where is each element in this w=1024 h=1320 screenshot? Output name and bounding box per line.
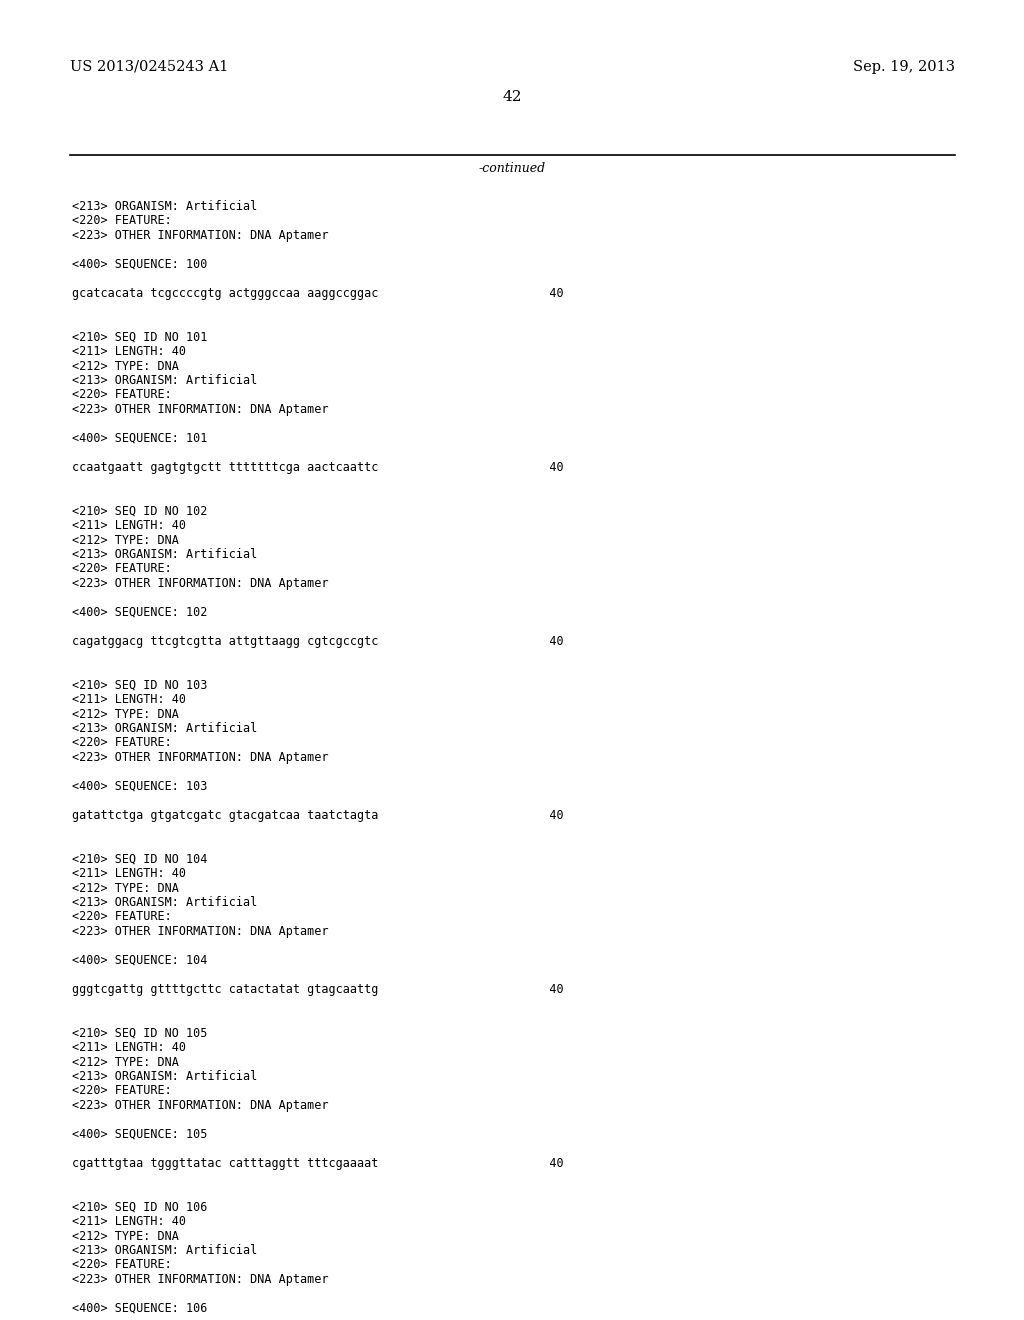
Text: -continued: -continued <box>478 162 546 176</box>
Text: <220> FEATURE:: <220> FEATURE: <box>72 388 172 401</box>
Text: <213> ORGANISM: Artificial: <213> ORGANISM: Artificial <box>72 722 257 735</box>
Text: <210> SEQ ID NO 102: <210> SEQ ID NO 102 <box>72 504 208 517</box>
Text: gggtcgattg gttttgcttc catactatat gtagcaattg                        40: gggtcgattg gttttgcttc catactatat gtagcaa… <box>72 983 563 997</box>
Text: <213> ORGANISM: Artificial: <213> ORGANISM: Artificial <box>72 1243 257 1257</box>
Text: cgatttgtaa tgggttatac catttaggtt tttcgaaaat                        40: cgatttgtaa tgggttatac catttaggtt tttcgaa… <box>72 1158 563 1170</box>
Text: <211> LENGTH: 40: <211> LENGTH: 40 <box>72 1041 186 1053</box>
Text: <400> SEQUENCE: 102: <400> SEQUENCE: 102 <box>72 606 208 619</box>
Text: gatattctga gtgatcgatc gtacgatcaa taatctagta                        40: gatattctga gtgatcgatc gtacgatcaa taatcta… <box>72 809 563 822</box>
Text: <400> SEQUENCE: 103: <400> SEQUENCE: 103 <box>72 780 208 793</box>
Text: <210> SEQ ID NO 104: <210> SEQ ID NO 104 <box>72 853 208 866</box>
Text: <223> OTHER INFORMATION: DNA Aptamer: <223> OTHER INFORMATION: DNA Aptamer <box>72 1272 329 1286</box>
Text: <213> ORGANISM: Artificial: <213> ORGANISM: Artificial <box>72 548 257 561</box>
Text: <212> TYPE: DNA: <212> TYPE: DNA <box>72 533 179 546</box>
Text: <211> LENGTH: 40: <211> LENGTH: 40 <box>72 345 186 358</box>
Text: <220> FEATURE:: <220> FEATURE: <box>72 737 172 750</box>
Text: <211> LENGTH: 40: <211> LENGTH: 40 <box>72 693 186 706</box>
Text: cagatggacg ttcgtcgtta attgttaagg cgtcgccgtc                        40: cagatggacg ttcgtcgtta attgttaagg cgtcgcc… <box>72 635 563 648</box>
Text: <213> ORGANISM: Artificial: <213> ORGANISM: Artificial <box>72 1071 257 1082</box>
Text: <400> SEQUENCE: 106: <400> SEQUENCE: 106 <box>72 1302 208 1315</box>
Text: <211> LENGTH: 40: <211> LENGTH: 40 <box>72 867 186 880</box>
Text: <223> OTHER INFORMATION: DNA Aptamer: <223> OTHER INFORMATION: DNA Aptamer <box>72 403 329 416</box>
Text: <220> FEATURE:: <220> FEATURE: <box>72 1085 172 1097</box>
Text: <210> SEQ ID NO 103: <210> SEQ ID NO 103 <box>72 678 208 692</box>
Text: 42: 42 <box>502 90 522 104</box>
Text: Sep. 19, 2013: Sep. 19, 2013 <box>853 59 955 74</box>
Text: <212> TYPE: DNA: <212> TYPE: DNA <box>72 1229 179 1242</box>
Text: <211> LENGTH: 40: <211> LENGTH: 40 <box>72 519 186 532</box>
Text: <212> TYPE: DNA: <212> TYPE: DNA <box>72 882 179 895</box>
Text: <223> OTHER INFORMATION: DNA Aptamer: <223> OTHER INFORMATION: DNA Aptamer <box>72 1100 329 1111</box>
Text: <211> LENGTH: 40: <211> LENGTH: 40 <box>72 1214 186 1228</box>
Text: US 2013/0245243 A1: US 2013/0245243 A1 <box>70 59 228 74</box>
Text: <220> FEATURE:: <220> FEATURE: <box>72 214 172 227</box>
Text: <213> ORGANISM: Artificial: <213> ORGANISM: Artificial <box>72 201 257 213</box>
Text: <223> OTHER INFORMATION: DNA Aptamer: <223> OTHER INFORMATION: DNA Aptamer <box>72 751 329 764</box>
Text: <223> OTHER INFORMATION: DNA Aptamer: <223> OTHER INFORMATION: DNA Aptamer <box>72 925 329 939</box>
Text: <220> FEATURE:: <220> FEATURE: <box>72 562 172 576</box>
Text: <400> SEQUENCE: 100: <400> SEQUENCE: 100 <box>72 257 208 271</box>
Text: <400> SEQUENCE: 101: <400> SEQUENCE: 101 <box>72 432 208 445</box>
Text: gcatcacata tcgccccgtg actgggccaa aaggccggac                        40: gcatcacata tcgccccgtg actgggccaa aaggccg… <box>72 286 563 300</box>
Text: <210> SEQ ID NO 105: <210> SEQ ID NO 105 <box>72 1027 208 1040</box>
Text: <400> SEQUENCE: 105: <400> SEQUENCE: 105 <box>72 1129 208 1140</box>
Text: <223> OTHER INFORMATION: DNA Aptamer: <223> OTHER INFORMATION: DNA Aptamer <box>72 577 329 590</box>
Text: <210> SEQ ID NO 106: <210> SEQ ID NO 106 <box>72 1200 208 1213</box>
Text: <212> TYPE: DNA: <212> TYPE: DNA <box>72 708 179 721</box>
Text: <220> FEATURE:: <220> FEATURE: <box>72 911 172 924</box>
Text: <400> SEQUENCE: 104: <400> SEQUENCE: 104 <box>72 954 208 968</box>
Text: <213> ORGANISM: Artificial: <213> ORGANISM: Artificial <box>72 374 257 387</box>
Text: <223> OTHER INFORMATION: DNA Aptamer: <223> OTHER INFORMATION: DNA Aptamer <box>72 228 329 242</box>
Text: <212> TYPE: DNA: <212> TYPE: DNA <box>72 1056 179 1068</box>
Text: <213> ORGANISM: Artificial: <213> ORGANISM: Artificial <box>72 896 257 909</box>
Text: <212> TYPE: DNA: <212> TYPE: DNA <box>72 359 179 372</box>
Text: <220> FEATURE:: <220> FEATURE: <box>72 1258 172 1271</box>
Text: ccaatgaatt gagtgtgctt tttttttcga aactcaattc                        40: ccaatgaatt gagtgtgctt tttttttcga aactcaa… <box>72 461 563 474</box>
Text: <210> SEQ ID NO 101: <210> SEQ ID NO 101 <box>72 330 208 343</box>
